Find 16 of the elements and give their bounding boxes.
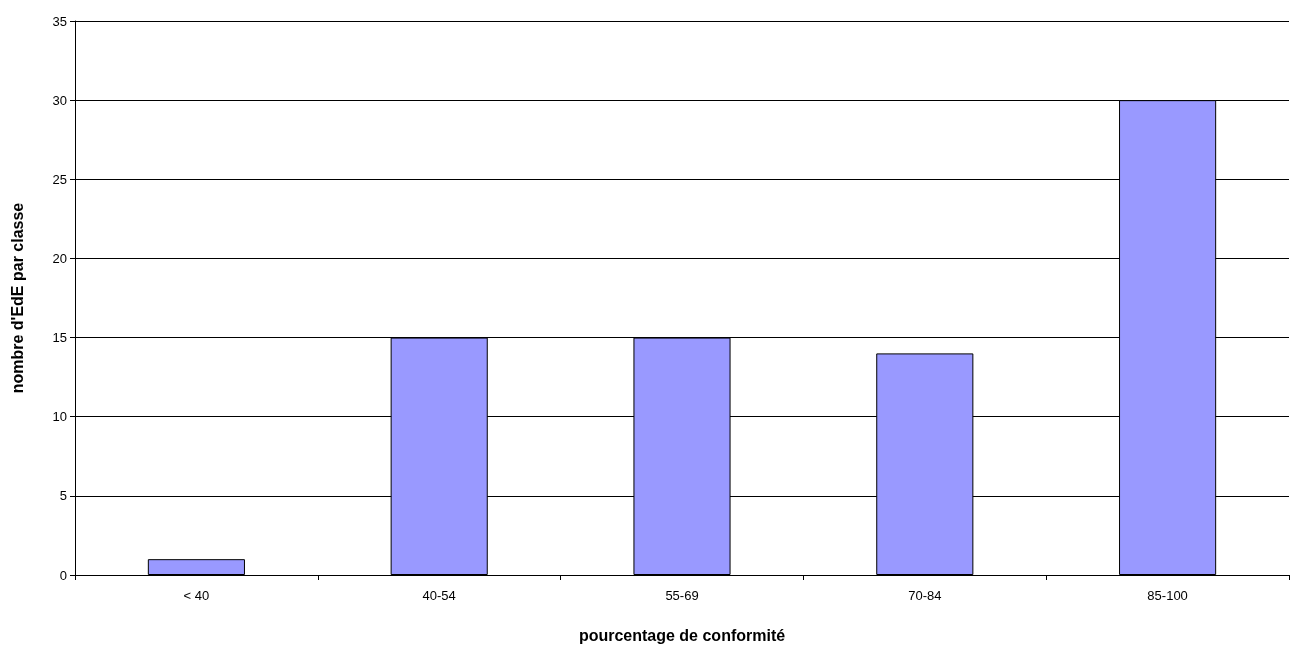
y-tick-label: 30 [52,92,67,108]
x-tick-label: 70-84 [908,588,942,603]
y-tick-label: 20 [52,250,67,266]
x-tick-label: < 40 [183,588,210,603]
x-tick-label: 40-54 [422,588,456,603]
y-axis-title: nombre d'EdE par classe [8,202,26,394]
y-tick-label: 0 [59,567,67,583]
y-tick-label: 15 [52,330,67,346]
x-tick-label: 55-69 [665,588,699,603]
y-tick-label: 10 [52,409,67,425]
y-tick-label: 35 [52,13,67,29]
x-tick-label: 85-100 [1147,588,1188,603]
bar [147,559,245,575]
y-tick-label: 25 [52,171,67,187]
y-tick-label: 5 [59,488,67,504]
x-axis-title: pourcentage de conformité [578,626,786,644]
